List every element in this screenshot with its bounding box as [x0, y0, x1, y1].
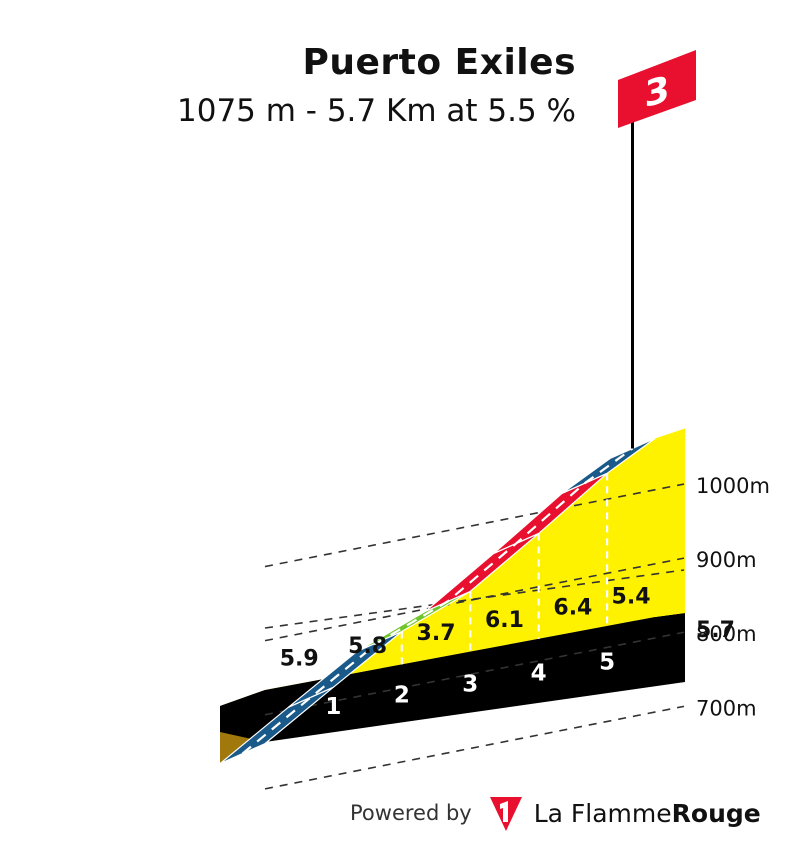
elevation-gridline [264, 705, 685, 790]
km-marker-label: 4 [531, 660, 547, 686]
category-flag: 3 [618, 50, 696, 449]
footer: Powered by La Flamme Rouge [350, 793, 761, 833]
km-marker-label: 2 [394, 683, 410, 709]
base-side-face [220, 690, 265, 742]
brand-name-part1: La Flamme [533, 798, 672, 828]
climb-subtitle: 1075 m - 5.7 Km at 5.5 % [177, 93, 576, 129]
category-badge-number: 3 [644, 67, 669, 116]
gradient-label: 5.8 [348, 634, 387, 659]
flamme-rouge-logo-icon [489, 797, 522, 831]
category-flag-banner [618, 50, 696, 128]
elevation-tick-label: 700m [696, 696, 757, 720]
total-distance-label: 5.7 [696, 618, 735, 643]
road-surface [219, 437, 656, 765]
profile-front-face-end [655, 428, 685, 617]
powered-by-text: Powered by [350, 801, 472, 825]
gradient-label: 5.4 [612, 584, 651, 609]
climb-title: Puerto Exiles [302, 42, 576, 83]
elevation-gridline [264, 483, 685, 568]
elevation-gridline [264, 631, 685, 716]
km-marker-label: 1 [325, 694, 341, 720]
elevation-tick-label: 900m [696, 548, 757, 572]
elevation-tick-label: 1000m [696, 474, 770, 498]
brand-name-part2: Rouge [671, 798, 761, 828]
road-centre-line [241, 447, 634, 755]
gradient-label: 6.4 [553, 595, 592, 620]
profile-front-face [265, 438, 655, 744]
elevation-tick-label: 800m [696, 622, 757, 646]
gradient-label: 6.1 [485, 608, 524, 633]
distance-base-strip [265, 613, 685, 742]
gradient-label: 5.9 [280, 647, 319, 672]
km-marker-label: 5 [599, 649, 615, 675]
front-face [220, 428, 685, 764]
gradient-label: 3.7 [417, 621, 456, 646]
elevation-gridlines [264, 483, 685, 790]
chart-labels: 700m 800m 900m 1000m 5.9 5.8 3.7 6.1 6.4 5.4 1 2 3 4 5… [280, 474, 770, 720]
km-marker-label: 3 [462, 672, 478, 698]
base-gridline [264, 569, 685, 629]
